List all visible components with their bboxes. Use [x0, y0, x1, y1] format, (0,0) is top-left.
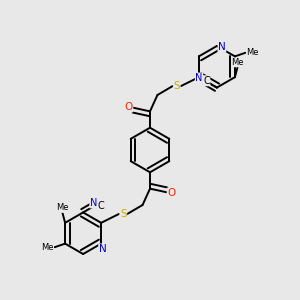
Text: C: C — [203, 76, 210, 86]
Text: N: N — [99, 244, 106, 254]
Text: N: N — [90, 198, 97, 208]
Text: Me: Me — [41, 243, 53, 252]
Text: S: S — [173, 81, 180, 91]
Text: O: O — [167, 188, 175, 198]
Text: N: N — [195, 73, 203, 83]
Text: S: S — [120, 209, 127, 219]
Text: Me: Me — [247, 48, 259, 57]
Text: Me: Me — [56, 203, 68, 212]
Text: O: O — [124, 102, 133, 112]
Text: C: C — [98, 201, 104, 211]
Text: N: N — [218, 42, 226, 52]
Text: Me: Me — [232, 58, 244, 67]
